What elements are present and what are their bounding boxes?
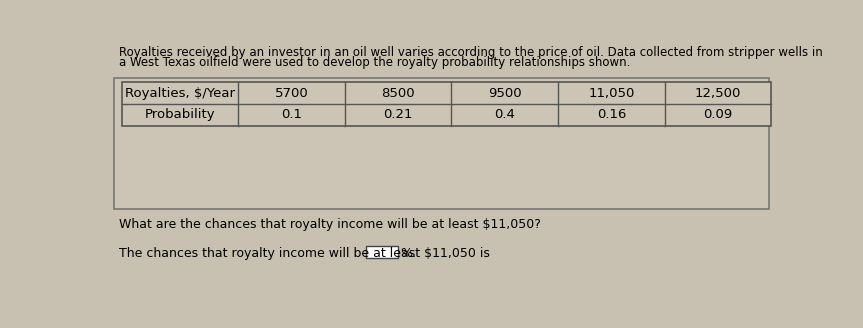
Text: The chances that royalty income will be at least $11,050 is: The chances that royalty income will be …: [119, 247, 489, 260]
Text: 0.4: 0.4: [494, 108, 515, 121]
Bar: [122, 82, 772, 104]
Text: 0.16: 0.16: [596, 108, 626, 121]
Text: 0.21: 0.21: [383, 108, 413, 121]
Text: a West Texas oilfield were used to develop the royalty probability relationships: a West Texas oilfield were used to devel…: [119, 56, 630, 69]
Text: Royalties received by an investor in an oil well varies according to the price o: Royalties received by an investor in an …: [119, 46, 822, 58]
Text: 0.1: 0.1: [281, 108, 302, 121]
Text: Royalties, $/Year: Royalties, $/Year: [125, 87, 235, 100]
Text: %.: %.: [400, 247, 417, 260]
Bar: [114, 78, 769, 209]
Text: 0.09: 0.09: [703, 108, 733, 121]
Text: Probability: Probability: [145, 108, 215, 121]
Text: 9500: 9500: [488, 87, 521, 100]
Bar: [122, 104, 772, 126]
Text: What are the chances that royalty income will be at least $11,050?: What are the chances that royalty income…: [119, 218, 540, 231]
Text: 12,500: 12,500: [695, 87, 741, 100]
Bar: [122, 82, 772, 126]
Text: 11,050: 11,050: [589, 87, 634, 100]
Text: 5700: 5700: [274, 87, 308, 100]
Bar: [366, 246, 398, 258]
Text: 8500: 8500: [381, 87, 415, 100]
